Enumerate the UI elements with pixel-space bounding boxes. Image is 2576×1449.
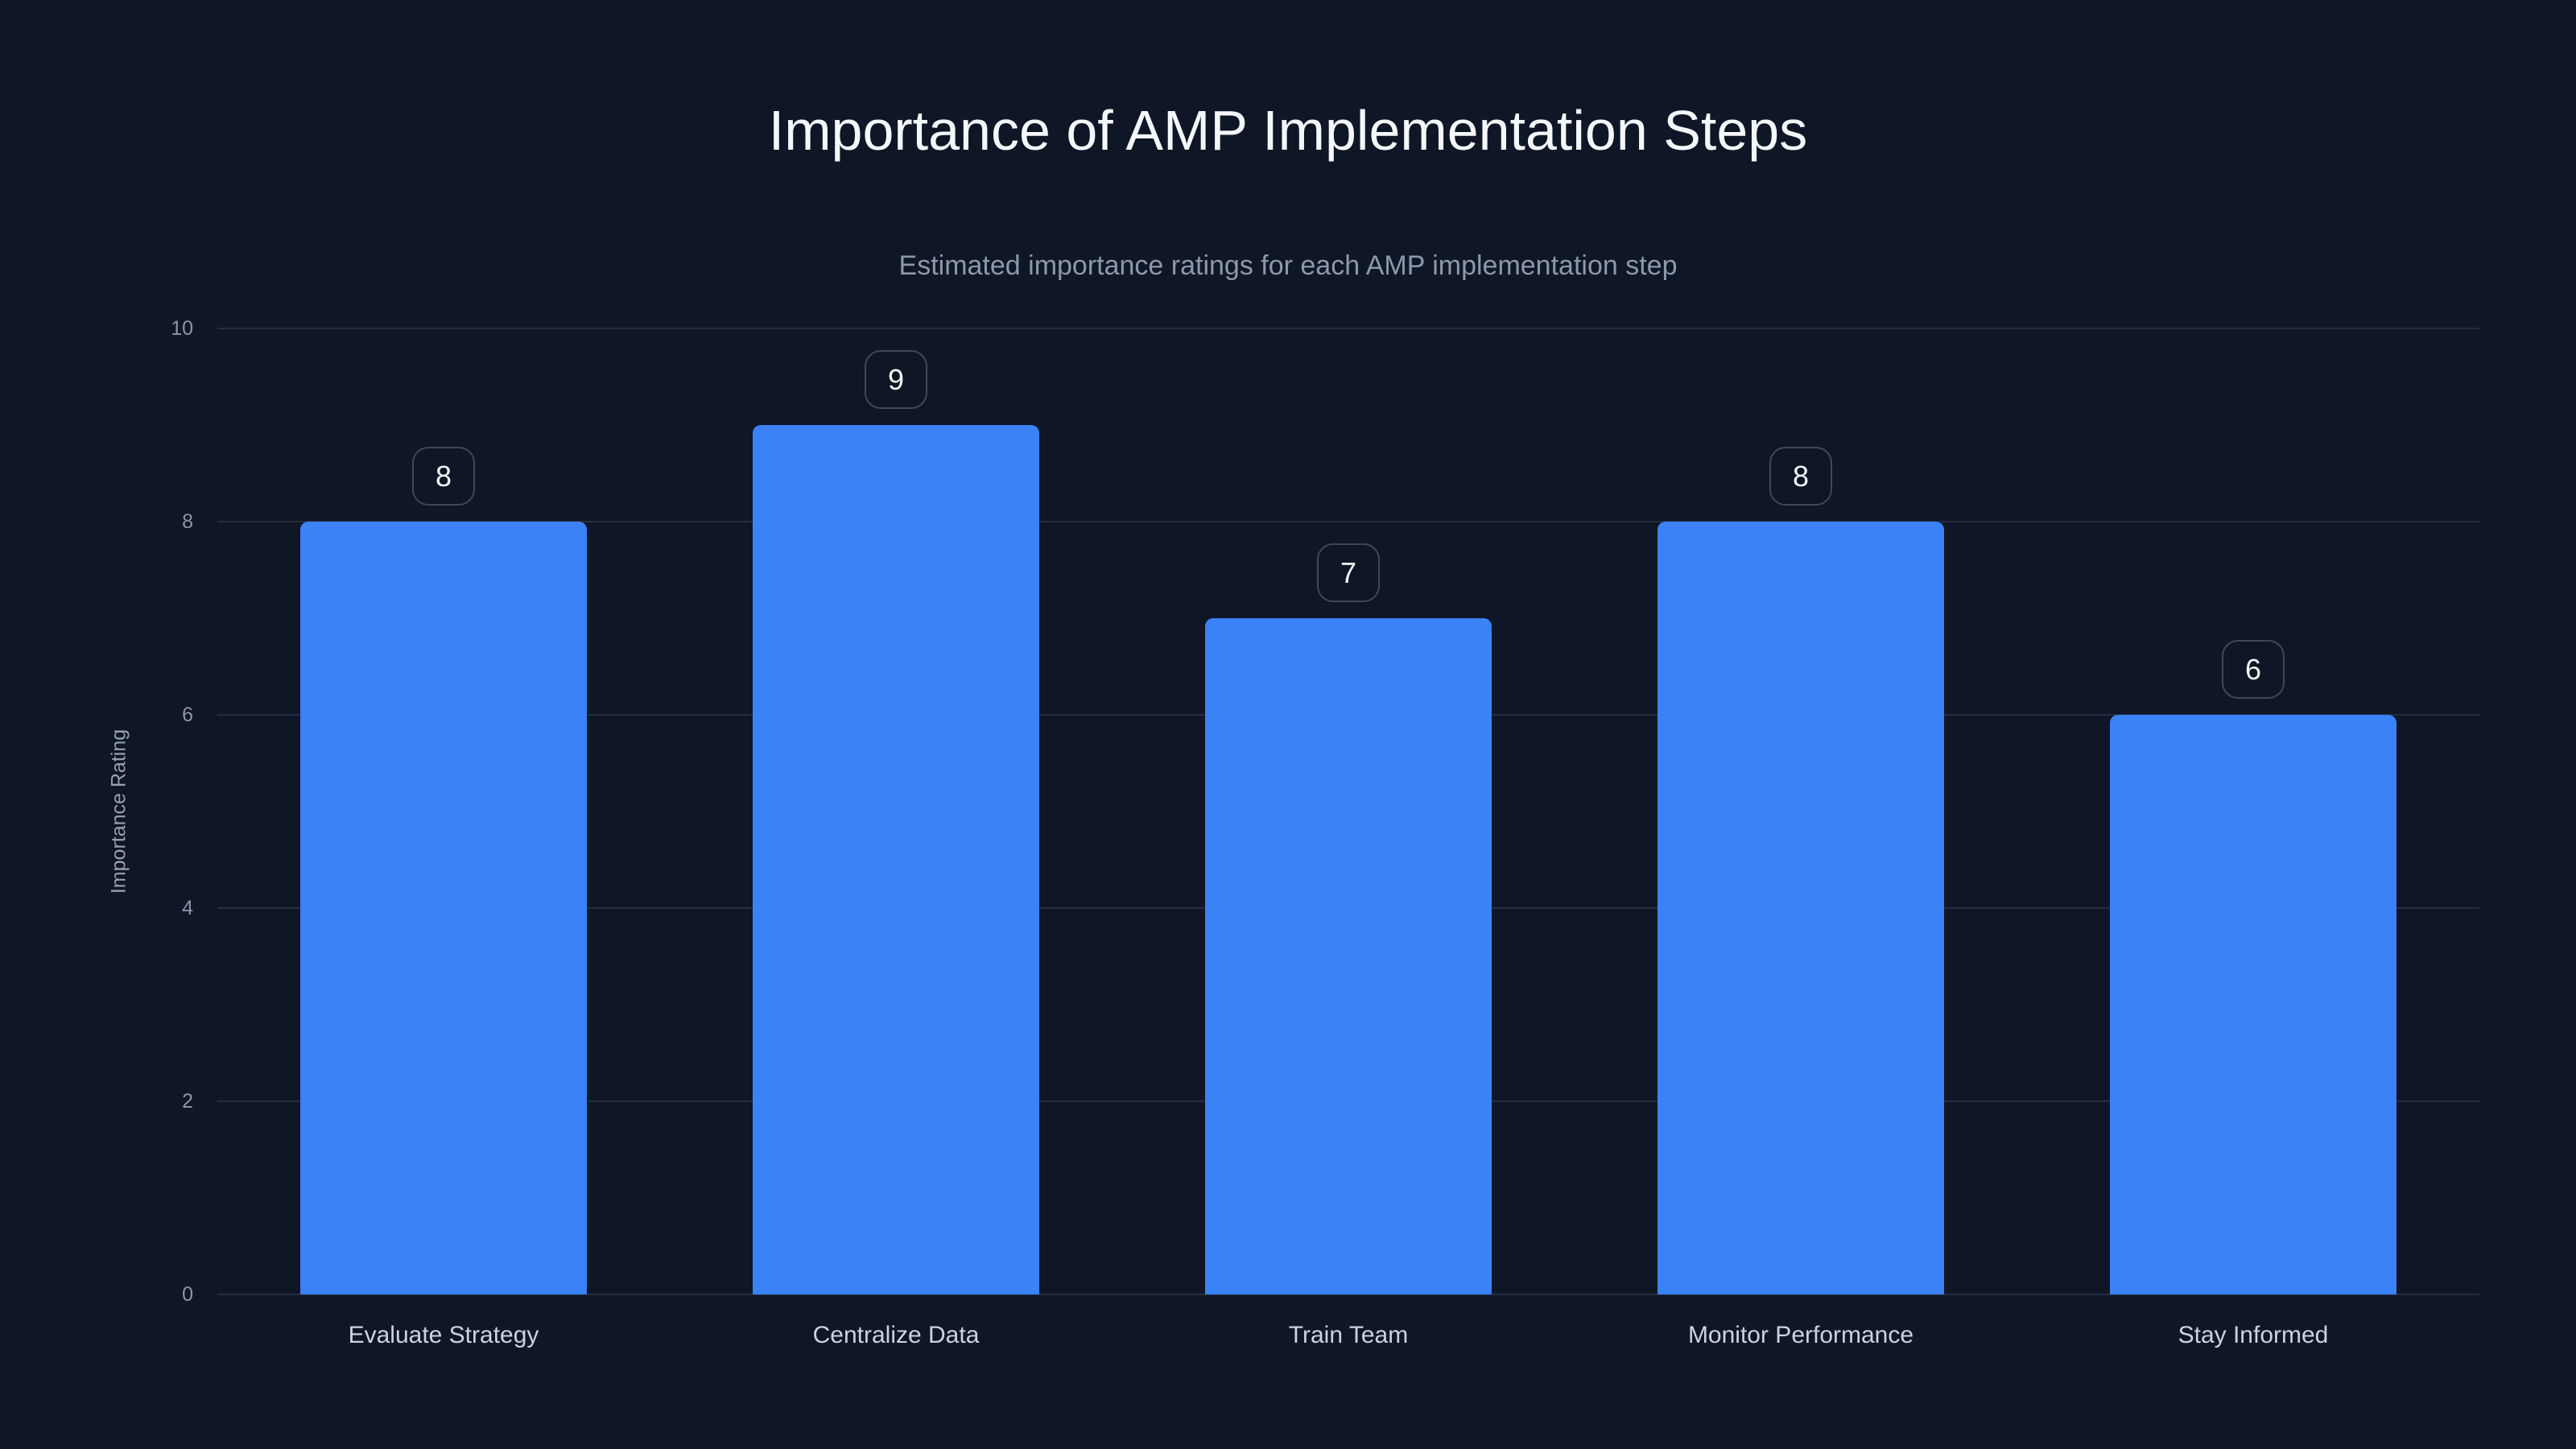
y-tick-label-10: 10: [171, 317, 193, 340]
bar-value-badge: 8: [412, 447, 475, 506]
bar-value-badge: 8: [1769, 447, 1832, 506]
x-category-label: Evaluate Strategy: [348, 1322, 539, 1348]
bar-slot: 8: [1575, 328, 2027, 1294]
gridline-y-0: [217, 1294, 2479, 1295]
bar-stay-informed: [2110, 715, 2396, 1294]
plot-area: 8 9 7 8 6: [217, 328, 2479, 1295]
bar-monitor-performance: [1657, 522, 1944, 1294]
bar-slot: 8: [217, 328, 670, 1294]
bar-value-badge: 7: [1317, 543, 1380, 602]
x-category-label: Stay Informed: [2178, 1322, 2329, 1348]
y-axis-title: Importance Rating: [107, 729, 130, 894]
x-category-label: Centralize Data: [812, 1322, 980, 1348]
x-category-label: Monitor Performance: [1687, 1322, 1914, 1348]
bar-slot: 9: [670, 328, 1122, 1294]
bar-value-badge: 9: [865, 350, 927, 409]
y-tick-label-0: 0: [182, 1283, 193, 1306]
gridline-y-10: [217, 328, 2479, 329]
bar-train-team: [1205, 618, 1492, 1294]
gridline-y-8: [217, 521, 2479, 522]
bar-slot: 6: [2027, 328, 2479, 1294]
bar-centralize-data: [753, 425, 1039, 1294]
y-tick-label-4: 4: [182, 897, 193, 919]
bar-slot: 7: [1122, 328, 1575, 1294]
y-tick-label-8: 8: [182, 510, 193, 533]
x-category-label: Train Team: [1288, 1322, 1409, 1348]
bar-value-badge: 6: [2222, 640, 2285, 699]
y-tick-label-6: 6: [182, 704, 193, 726]
chart-subtitle: Estimated importance ratings for each AM…: [898, 250, 1678, 281]
y-tick-label-2: 2: [182, 1090, 193, 1113]
bar-evaluate-strategy: [300, 522, 587, 1294]
chart-title: Importance of AMP Implementation Steps: [768, 99, 1808, 162]
